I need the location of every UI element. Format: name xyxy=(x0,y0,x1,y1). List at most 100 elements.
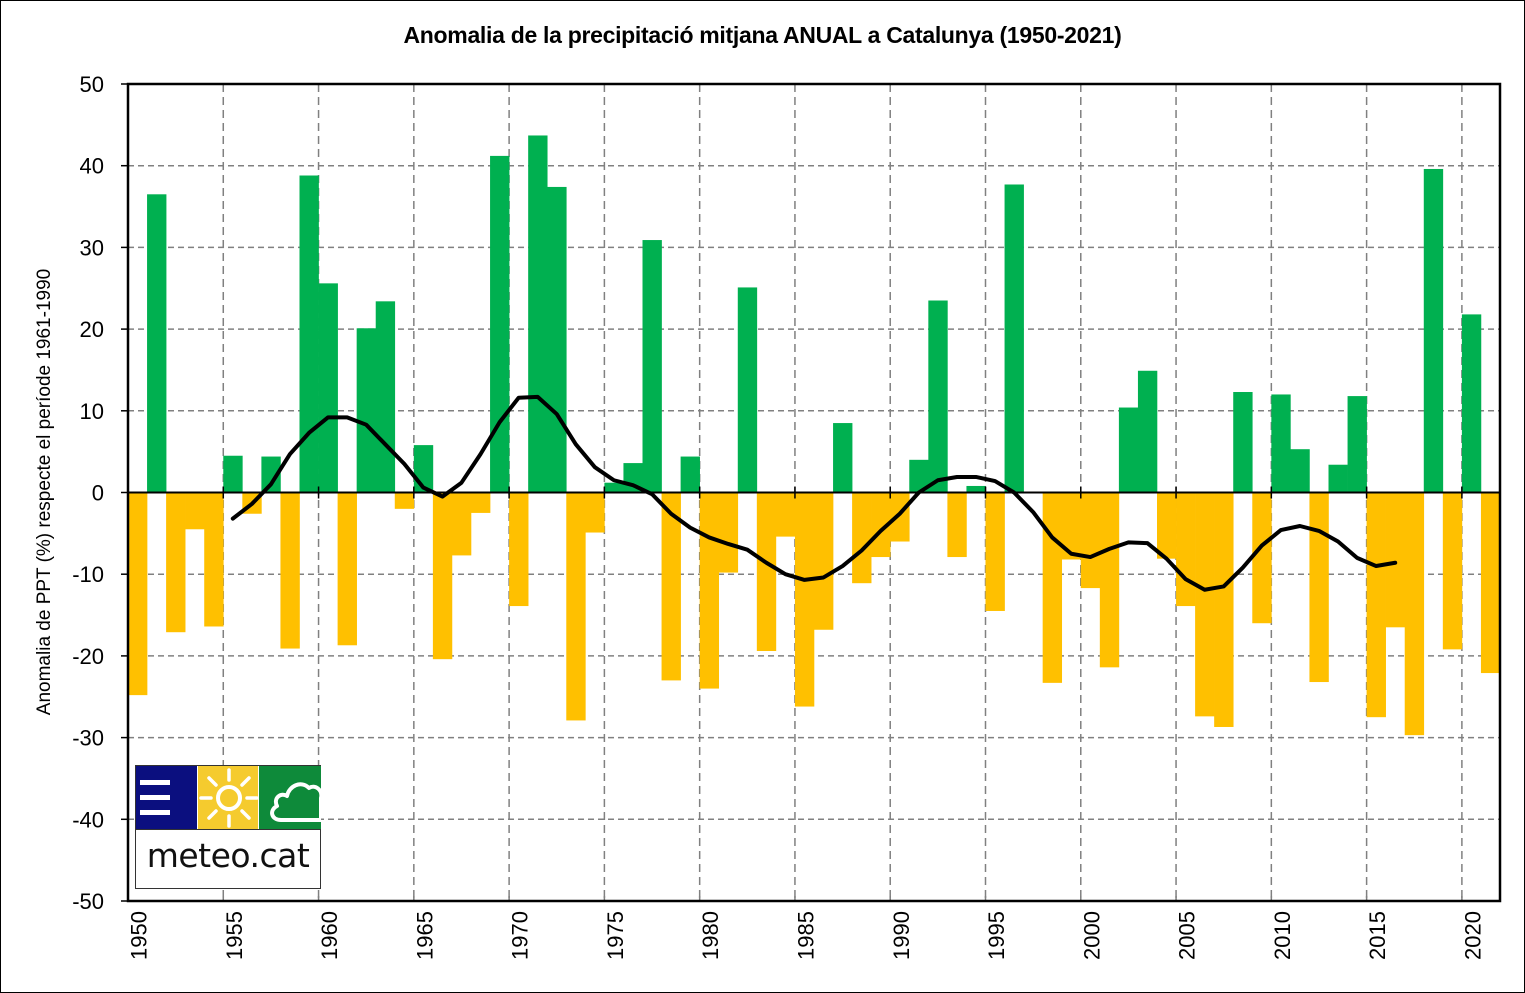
y-tick-label: -10 xyxy=(72,562,104,587)
bar-1985 xyxy=(794,492,815,707)
bar-1972 xyxy=(547,186,567,493)
bar-2002 xyxy=(1118,407,1139,493)
bar-2017 xyxy=(1404,492,1425,736)
x-tick-label: 2000 xyxy=(1079,911,1104,960)
bar-2008 xyxy=(1233,392,1253,493)
y-tick-label: -30 xyxy=(72,726,104,751)
bar-1990 xyxy=(890,492,910,542)
moving-average xyxy=(230,394,1398,592)
bar-2014 xyxy=(1347,396,1367,493)
x-tick-label: 1955 xyxy=(222,911,247,960)
bar-1998 xyxy=(1042,492,1063,683)
bar-1955 xyxy=(223,455,243,493)
x-tick-label: 1970 xyxy=(508,911,533,960)
bar-1951 xyxy=(147,194,167,493)
chart-title: Anomalia de la precipitació mitjana ANUA… xyxy=(403,22,1122,48)
bar-1981 xyxy=(718,492,739,573)
x-tick-label: 1990 xyxy=(889,911,914,960)
bar-2003 xyxy=(1137,370,1158,493)
bar-2015 xyxy=(1366,492,1386,718)
y-tick-label: -40 xyxy=(72,807,104,832)
bar-1977 xyxy=(642,240,662,493)
x-tick-label: 1950 xyxy=(127,911,152,960)
bar-1964 xyxy=(394,492,415,509)
bar-1978 xyxy=(661,492,681,681)
bar-1983 xyxy=(756,492,777,651)
bar-2010 xyxy=(1271,394,1291,493)
bar-1971 xyxy=(528,135,548,493)
y-tick-label: 0 xyxy=(92,481,104,506)
y-axis-label: Anomalia de PPT (%) respecte el període … xyxy=(34,269,55,715)
y-tick-label: 40 xyxy=(80,154,104,179)
bar-2021 xyxy=(1480,492,1501,674)
y-tick-label: 30 xyxy=(80,235,104,260)
bar-2005 xyxy=(1176,492,1196,607)
bar-1980 xyxy=(699,492,720,689)
moving-average-line xyxy=(230,394,1398,592)
bar-2012 xyxy=(1309,492,1329,683)
axes xyxy=(121,82,1502,903)
x-tick-label: 1995 xyxy=(984,911,1009,960)
plot-border xyxy=(126,82,1502,903)
bar-1950 xyxy=(128,492,148,696)
bar-2016 xyxy=(1385,492,1406,628)
bar-2000 xyxy=(1080,492,1101,589)
bar-1969 xyxy=(490,155,510,493)
logo-brand-text: meteo.cat xyxy=(146,836,310,875)
bar-1999 xyxy=(1061,492,1082,560)
y-tick-label: 50 xyxy=(80,72,104,97)
bar-1974 xyxy=(585,492,605,533)
cloud-icon xyxy=(259,766,324,829)
bar-2013 xyxy=(1328,464,1348,493)
bar-2004 xyxy=(1157,492,1177,559)
x-tick-label: 1985 xyxy=(793,911,818,960)
x-tick-label: 2020 xyxy=(1460,911,1485,960)
stripes-icon xyxy=(136,766,197,829)
bar-1975 xyxy=(604,482,624,493)
bar-1968 xyxy=(471,492,491,513)
x-tick-label: 1960 xyxy=(317,911,342,960)
meteocat-logo: meteo.cat xyxy=(135,765,324,889)
bar-1986 xyxy=(814,492,834,630)
bar-1970 xyxy=(509,492,529,607)
x-tick-label: 1965 xyxy=(412,911,437,960)
y-tick-label: -20 xyxy=(72,644,104,669)
bar-1953 xyxy=(185,492,205,530)
bar-2019 xyxy=(1442,492,1463,650)
bar-1996 xyxy=(1004,184,1024,493)
bar-1954 xyxy=(204,492,224,627)
bar-2001 xyxy=(1099,492,1120,668)
bar-2020 xyxy=(1461,314,1482,493)
bars xyxy=(128,135,1501,736)
bar-1992 xyxy=(928,300,948,493)
x-tick-label: 1975 xyxy=(603,911,628,960)
y-tick-label: 20 xyxy=(80,317,104,342)
x-tick-label: 1980 xyxy=(698,911,723,960)
bar-2006 xyxy=(1195,492,1215,717)
bar-1952 xyxy=(166,492,186,633)
bar-2018 xyxy=(1423,168,1444,493)
x-tick-label: 2005 xyxy=(1175,911,1200,960)
bar-1984 xyxy=(775,492,796,537)
x-tick-label: 2010 xyxy=(1270,911,1295,960)
bar-1967 xyxy=(451,492,472,556)
bar-1960 xyxy=(318,283,338,493)
bar-1962 xyxy=(356,328,377,493)
bar-1993 xyxy=(947,492,967,558)
bar-1995 xyxy=(985,492,1005,611)
bar-1987 xyxy=(833,423,853,493)
bar-1982 xyxy=(737,287,758,493)
bar-1966 xyxy=(432,492,453,660)
logo-divider xyxy=(136,829,320,830)
bar-1973 xyxy=(566,492,586,721)
y-tick-label: -50 xyxy=(72,889,104,914)
bar-1957 xyxy=(261,456,281,493)
bar-2009 xyxy=(1252,492,1272,624)
bar-1979 xyxy=(680,456,700,493)
bar-1988 xyxy=(852,492,872,584)
y-tick-label: 10 xyxy=(80,399,104,424)
bar-1961 xyxy=(337,492,357,646)
x-tick-label: 2015 xyxy=(1365,911,1390,960)
